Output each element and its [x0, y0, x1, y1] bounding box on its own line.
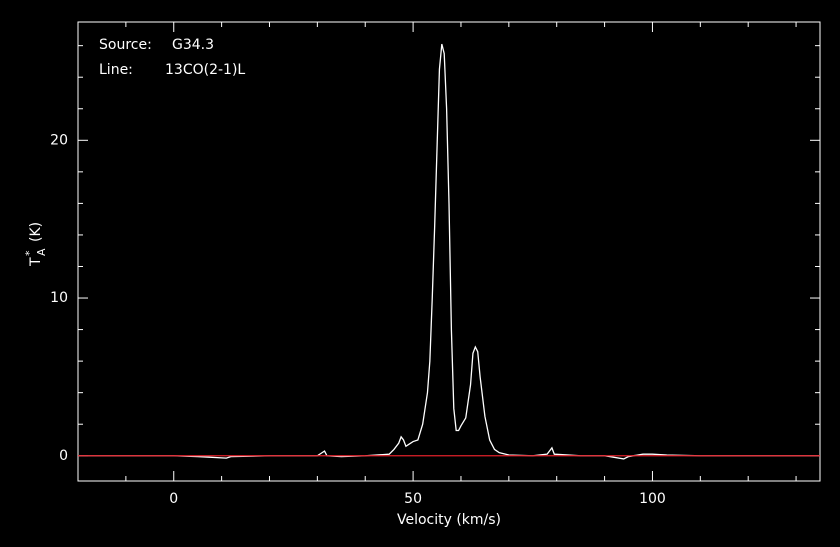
annotation: Source:: [99, 37, 152, 53]
y-label-subscript: A: [35, 248, 48, 256]
y-tick-label: 0: [59, 448, 68, 464]
y-tick-label: 20: [50, 132, 68, 148]
x-tick-label: 100: [639, 491, 666, 507]
annotation: Line:: [99, 62, 133, 78]
y-label-unit: (K): [28, 222, 44, 242]
y-label-symbol: T: [28, 257, 44, 267]
annotation: 13CO(2-1)L: [165, 62, 245, 78]
y-label-superscript: *: [23, 250, 36, 256]
x-tick-label: 50: [404, 491, 422, 507]
y-tick-label: 10: [50, 290, 68, 306]
x-tick-label: 0: [169, 491, 178, 507]
y-axis-label: T * A (K): [23, 222, 48, 267]
spectrum-line: [78, 43, 820, 460]
annotation: G34.3: [172, 37, 214, 53]
x-axis-label: Velocity (km/s): [397, 512, 501, 528]
plot-frame: [77, 21, 821, 482]
